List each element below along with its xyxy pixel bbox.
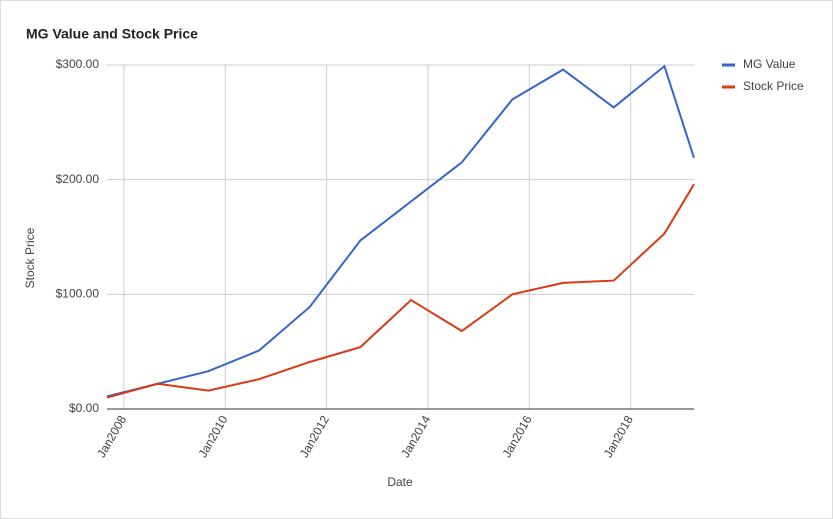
x-axis-label: Date [387,475,413,489]
y-axis-label: Stock Price [23,227,37,288]
y-tick-label: $0.00 [69,401,99,415]
y-tick-label: $200.00 [56,172,100,186]
legend-label: MG Value [743,57,796,71]
y-tick-label: $100.00 [56,287,100,301]
y-tick-label: $300.00 [56,57,100,71]
series-line [106,183,695,399]
legend-label: Stock Price [743,79,804,93]
chart-title: MG Value and Stock Price [26,26,198,42]
series-line [106,64,695,398]
